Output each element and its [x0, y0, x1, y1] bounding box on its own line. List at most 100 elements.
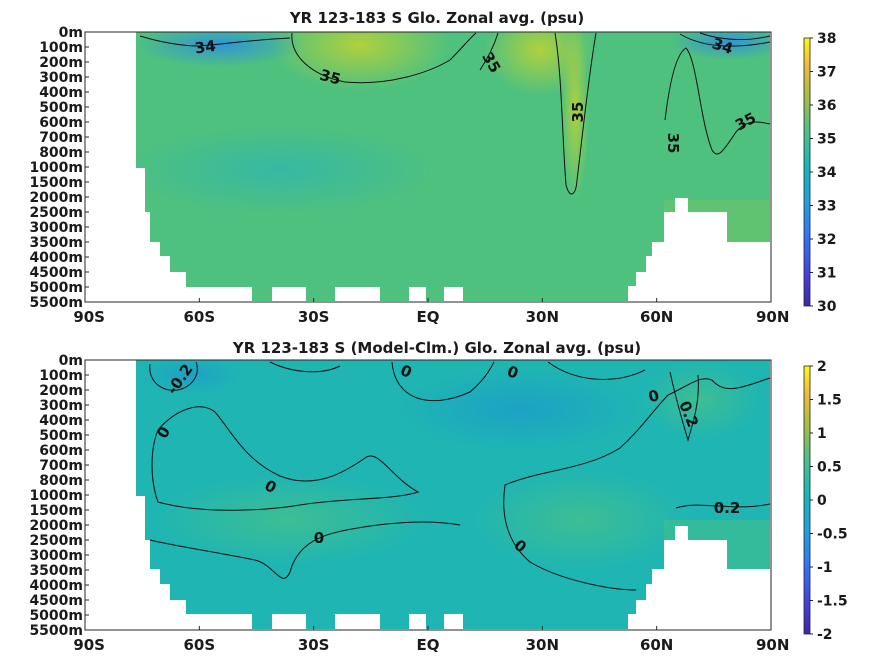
contour-0-south-deep — [149, 521, 461, 579]
panel-1-contour-labels: 34 35 35 35 35 34 35 — [194, 34, 759, 153]
y-tick-label: 0m — [59, 353, 83, 369]
colorbar-tick-label: -1 — [817, 560, 833, 576]
y-tick-label: 600m — [39, 115, 83, 131]
panel-2-title: YR 123-183 S (Model-Clm.) Glo. Zonal avg… — [232, 339, 641, 357]
y-tick-label: 2000m — [29, 518, 83, 534]
contour-0-surface-a — [269, 361, 341, 373]
panel-1-colorbar — [803, 37, 811, 307]
x-tick-label: 90N — [756, 308, 789, 326]
y-tick-label: 1000m — [29, 488, 83, 504]
y-tick-label: 1500m — [29, 175, 83, 191]
panel-1-arctic-deep — [664, 200, 770, 300]
panel-1-contours — [139, 32, 771, 195]
x-tick-label: 30S — [298, 308, 330, 326]
panel-1-high-salinity-south — [270, 32, 450, 90]
y-tick-label: 3000m — [29, 548, 83, 564]
y-tick-label: 500m — [39, 428, 83, 444]
y-tick-label: 700m — [39, 458, 83, 474]
contour-label: 35 — [664, 133, 682, 154]
colorbar-tick-label: 38 — [817, 31, 836, 47]
colorbar-tick-label: 36 — [817, 98, 836, 114]
panel-1-colorbar-ticks: 30 31 32 33 34 35 36 37 38 — [810, 31, 837, 315]
y-tick-label: 800m — [39, 473, 83, 489]
contour-0-north-deep — [504, 377, 771, 486]
panel-1-intermediate-water — [136, 125, 440, 215]
contour-label: 0 — [646, 386, 661, 406]
panel-2-colorbar — [803, 365, 811, 635]
colorbar-tick-label: 0.5 — [817, 460, 842, 476]
y-tick-label: 300m — [39, 70, 83, 86]
y-tick-label: 100m — [39, 40, 83, 56]
contour-neg02-south — [149, 361, 198, 391]
colorbar-tick-label: 32 — [817, 232, 836, 248]
contour-label: 0.2 — [714, 499, 741, 517]
y-tick-label: 400m — [39, 413, 83, 429]
x-tick-label: EQ — [417, 636, 440, 654]
y-tick-label: 4000m — [29, 250, 83, 266]
y-tick-label: 2500m — [29, 205, 83, 221]
x-tick-label: 60N — [640, 636, 673, 654]
y-tick-label: 4500m — [29, 593, 83, 609]
y-tick-label: 4000m — [29, 578, 83, 594]
y-tick-label: 5000m — [29, 280, 83, 296]
contour-02-arctic-deep — [675, 503, 771, 509]
colorbar-tick-label: -2 — [817, 627, 833, 643]
y-tick-label: 100m — [39, 368, 83, 384]
y-tick-label: 1500m — [29, 503, 83, 519]
contour-34-arctic — [679, 33, 771, 47]
contour-label: 34 — [194, 37, 217, 58]
panel-2-positive-arctic — [640, 360, 760, 440]
colorbar-tick-label: 30 — [817, 299, 837, 315]
contour-label: 35 — [318, 66, 343, 89]
panel-2-field — [136, 360, 770, 629]
x-tick-label: 60S — [183, 636, 215, 654]
contour-label: 34 — [710, 34, 735, 58]
y-tick-label: 2500m — [29, 533, 83, 549]
panel-salinity-anomaly: YR 123-183 S (Model-Clm.) Glo. Zonal avg… — [29, 339, 847, 654]
contour-35-north — [554, 32, 597, 195]
contour-0-surface-c — [547, 361, 646, 380]
colorbar-tick-label: 0 — [817, 493, 827, 509]
colorbar-tick-label: 2 — [817, 359, 827, 375]
contour-35-arctic — [664, 47, 771, 155]
contour-0-surface-b — [391, 361, 495, 402]
colorbar-tick-label: 1 — [817, 426, 827, 442]
panel-salinity: YR 123-183 S Glo. Zonal avg. (psu) 34 35… — [29, 9, 837, 326]
colorbar-tick-label: -1.5 — [817, 594, 848, 610]
contour-35-south — [291, 32, 477, 84]
panel-2-negative-tropics — [400, 370, 640, 450]
x-tick-label: 30N — [526, 308, 559, 326]
y-tick-label: 500m — [39, 100, 83, 116]
contour-0-south-loop — [151, 406, 420, 511]
colorbar-tick-label: 31 — [817, 266, 836, 282]
y-tick-label: 300m — [39, 398, 83, 414]
y-tick-label: 5500m — [29, 623, 83, 639]
x-tick-label: 90S — [73, 308, 105, 326]
panel-1-title: YR 123-183 S Glo. Zonal avg. (psu) — [289, 9, 584, 27]
contour-label: 0 — [314, 529, 324, 547]
panel-2-contours — [149, 361, 771, 591]
x-tick-label: 30N — [526, 636, 559, 654]
y-tick-label: 400m — [39, 85, 83, 101]
panel-2-positive-south — [150, 475, 430, 565]
panel-1-low-salinity-south — [136, 32, 305, 67]
contour-0-north-abyss — [503, 484, 637, 591]
contour-33-arctic — [699, 32, 771, 41]
contour-02-arctic — [669, 371, 699, 442]
contour-35-eq — [479, 32, 499, 71]
y-tick-label: 4500m — [29, 265, 83, 281]
panel-2-colorbar-ticks: -2 -1.5 -1 -0.5 0 0.5 1 1.5 2 — [810, 359, 848, 643]
y-tick-label: 3500m — [29, 563, 83, 579]
y-tick-label: 5500m — [29, 295, 83, 311]
colorbar-tick-label: -0.5 — [817, 527, 848, 543]
panel-1-x-ticks: 90S 60S 30S EQ 30N 60N 90N — [73, 298, 789, 326]
x-tick-label: 30S — [298, 636, 330, 654]
panel-2-arctic-deep — [664, 520, 770, 629]
colorbar-tick-label: 34 — [817, 165, 837, 181]
colorbar-tick-label: 35 — [817, 132, 836, 148]
panel-2-negative-south — [140, 360, 240, 395]
colorbar-tick-label: 33 — [817, 199, 836, 215]
panel-1-y-ticks: 0m100m200m300m400m500m600m700m800m1000m1… — [29, 25, 89, 311]
contour-label: 35 — [569, 102, 587, 123]
